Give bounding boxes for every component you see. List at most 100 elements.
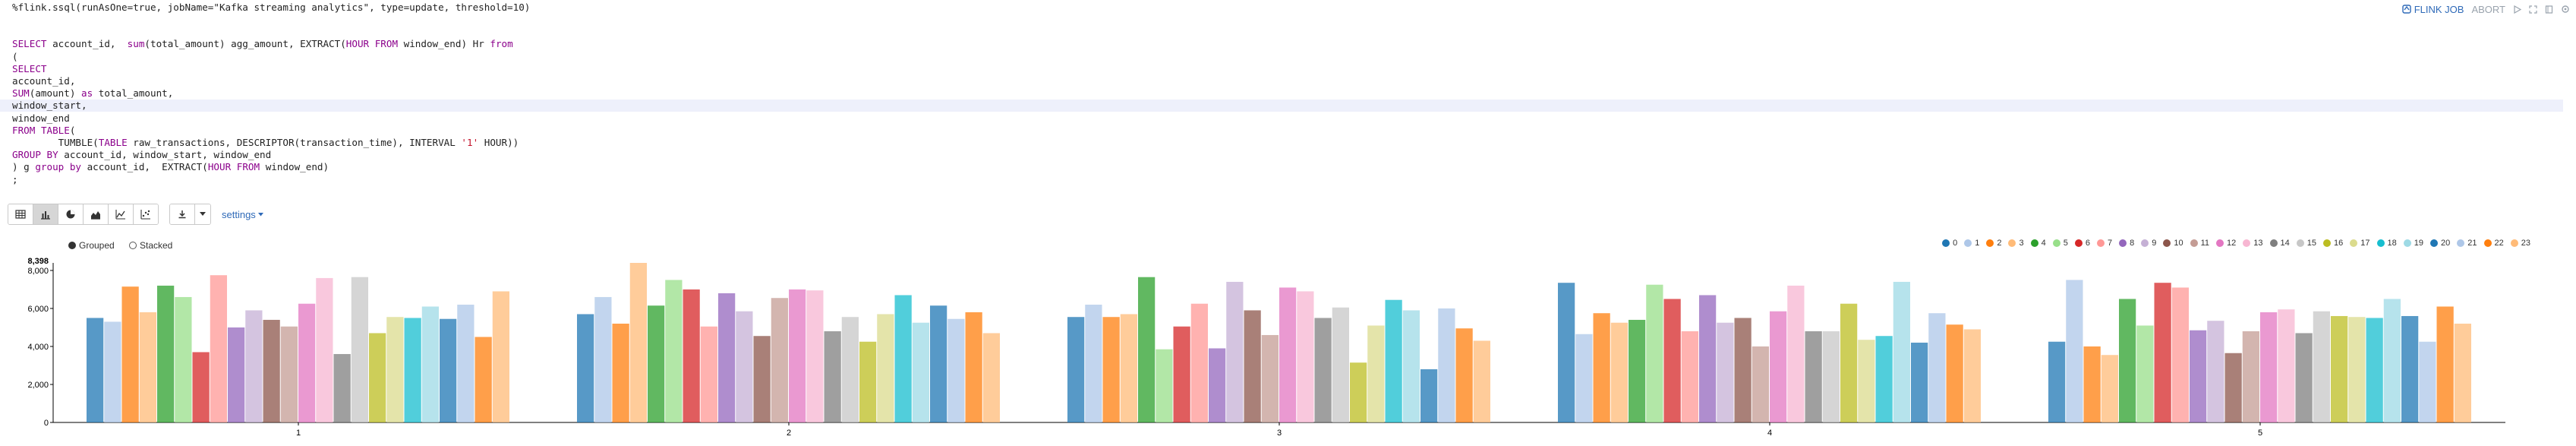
bar: [316, 277, 333, 422]
play-icon: [2514, 5, 2521, 14]
legend-item[interactable]: 6: [2074, 239, 2090, 248]
chart-settings-toggle[interactable]: settings: [222, 209, 263, 220]
legend-item[interactable]: 3: [2008, 239, 2024, 248]
bar: [1261, 334, 1279, 422]
legend-item[interactable]: 7: [2096, 239, 2112, 248]
legend-item[interactable]: 5: [2052, 239, 2068, 248]
code-editor[interactable]: %flink.ssql(runAsOne=true, jobName="Kafk…: [0, 0, 2576, 190]
legend-item[interactable]: 14: [2269, 239, 2290, 248]
scatter-chart-icon: [140, 210, 150, 220]
bar: [824, 331, 841, 422]
y-tick-label: 0: [44, 419, 49, 428]
flink-job-link[interactable]: FLINK JOB: [2401, 3, 2464, 15]
legend-label: 16: [2334, 239, 2344, 248]
legend-item[interactable]: 8: [2119, 239, 2134, 248]
bar: [1156, 349, 1173, 422]
legend-label: 0: [1953, 239, 1958, 248]
bar: [806, 290, 824, 422]
bar: [1928, 313, 1946, 422]
bar: [157, 285, 175, 422]
download-icon: [178, 210, 186, 219]
legend-label: 11: [2200, 239, 2209, 248]
code-line: GROUP BY account_id, window_start, windo…: [12, 149, 271, 161]
gear-icon: [2562, 5, 2569, 13]
legend-item[interactable]: 13: [2243, 239, 2263, 248]
x-tick-label: 3: [1277, 429, 1282, 438]
legend-item[interactable]: 2: [1986, 239, 2001, 248]
legend-item[interactable]: 19: [2403, 239, 2423, 248]
stacked-option[interactable]: Stacked: [129, 240, 172, 251]
flink-job-label: FLINK JOB: [2414, 3, 2464, 15]
download-options-button[interactable]: [195, 204, 210, 224]
legend-swatch: [1942, 239, 1950, 247]
grouped-option[interactable]: Grouped: [68, 240, 115, 251]
legend-label: 9: [2152, 239, 2157, 248]
legend-label: 14: [2280, 239, 2290, 248]
legend-item[interactable]: 12: [2216, 239, 2236, 248]
legend-swatch: [2510, 239, 2518, 247]
bar: [965, 312, 982, 422]
bar: [789, 289, 806, 422]
bar: [771, 298, 788, 422]
legend-label: 4: [2041, 239, 2046, 248]
legend-item[interactable]: 9: [2141, 239, 2156, 248]
view-mode-group: [8, 204, 159, 225]
legend-item[interactable]: 17: [2350, 239, 2370, 248]
abort-button[interactable]: ABORT: [2471, 4, 2505, 15]
legend-item[interactable]: 22: [2483, 239, 2504, 248]
bar: [1805, 331, 1822, 422]
sql-keyword: sum: [127, 38, 145, 50]
legend-label: 22: [2494, 239, 2504, 248]
legend-item[interactable]: 11: [2190, 239, 2209, 248]
legend-item[interactable]: 0: [1942, 239, 1957, 248]
scatter-chart-view-button[interactable]: [134, 204, 158, 224]
bar: [1858, 340, 1875, 422]
table-view-button[interactable]: [8, 204, 33, 224]
bar: [1770, 311, 1787, 422]
legend-label: 8: [2130, 239, 2135, 248]
sql-text: (: [12, 50, 18, 62]
bar: [1209, 348, 1226, 422]
line-chart-view-button[interactable]: [109, 204, 134, 224]
bar: [2260, 312, 2278, 422]
sql-text: account_id, EXTRACT(: [81, 161, 208, 173]
bar: [1717, 322, 1734, 422]
toggle-editor-button[interactable]: [2529, 5, 2537, 14]
sql-text: [35, 125, 41, 136]
bar: [404, 318, 421, 422]
bar: [1455, 328, 1473, 422]
run-paragraph-button[interactable]: [2513, 5, 2521, 14]
legend-item[interactable]: 1: [1964, 239, 1979, 248]
legend-item[interactable]: 4: [2030, 239, 2046, 248]
download-button[interactable]: [170, 204, 195, 224]
y-max-label: 8,398: [27, 257, 49, 266]
bar: [175, 296, 192, 422]
legend-item[interactable]: 18: [2376, 239, 2397, 248]
bar: [386, 317, 404, 422]
legend-item[interactable]: 21: [2457, 239, 2477, 248]
bar: [736, 311, 753, 422]
bar: [1751, 346, 1769, 422]
legend-item[interactable]: 10: [2163, 239, 2183, 248]
legend-item[interactable]: 20: [2430, 239, 2450, 248]
bar: [1473, 340, 1490, 422]
legend-swatch: [2323, 239, 2331, 247]
toggle-output-button[interactable]: [2545, 5, 2553, 14]
bar: [421, 306, 439, 422]
grouped-radio-icon: [68, 242, 76, 249]
pie-chart-view-button[interactable]: [58, 204, 84, 224]
paragraph-settings-button[interactable]: [2561, 5, 2570, 14]
sql-text: ) g: [12, 161, 36, 173]
sql-text: (: [69, 124, 76, 136]
legend-label: 13: [2253, 239, 2263, 248]
area-chart-view-button[interactable]: [84, 204, 109, 224]
bar-chart-view-button[interactable]: [33, 204, 58, 224]
bar: [1593, 313, 1610, 422]
legend-swatch: [2008, 239, 2016, 247]
sql-text: raw_transactions, DESCRIPTOR(transaction…: [127, 137, 462, 148]
legend-item[interactable]: 16: [2323, 239, 2343, 248]
legend-swatch: [2269, 239, 2278, 247]
bar: [2348, 317, 2366, 422]
legend-item[interactable]: 23: [2510, 239, 2530, 248]
legend-item[interactable]: 15: [2296, 239, 2316, 248]
